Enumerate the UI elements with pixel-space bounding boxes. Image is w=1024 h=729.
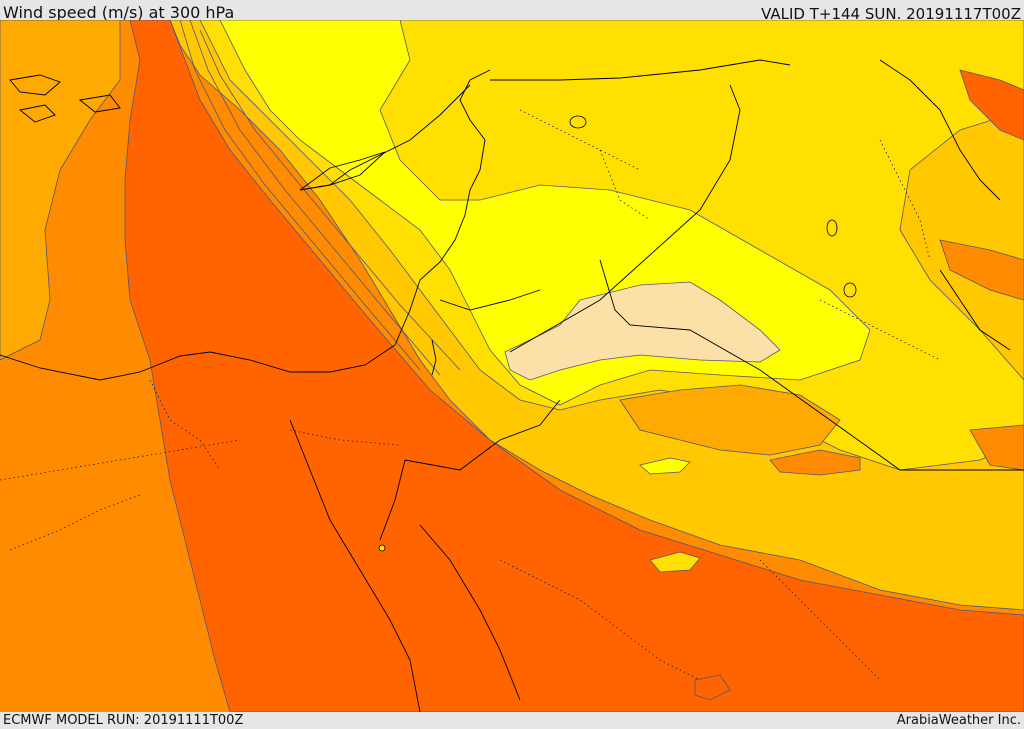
map-title: Wind speed (m/s) at 300 hPa (3, 3, 235, 22)
contour-band-amber-west (0, 20, 121, 361)
country-borders (404, 59, 1024, 471)
map-area (0, 20, 1024, 712)
wind-speed-map (0, 20, 1024, 712)
model-run-label: ECMWF MODEL RUN: 20191111T00Z (3, 713, 244, 728)
contour-patch-dark-3 (939, 239, 1024, 301)
footer-bar: ECMWF MODEL RUN: 20191111T00Z ArabiaWeat… (0, 712, 1024, 729)
coastlines (0, 59, 1011, 712)
contour-patch-dark-1 (694, 674, 731, 701)
lakes (378, 115, 857, 552)
contour-band-dark-orange (124, 20, 1024, 712)
contour-patch-yellow-2 (649, 551, 701, 573)
contour-patch-orange-2 (969, 424, 1024, 471)
contour-patch-amber-1 (619, 384, 841, 456)
contour-patch-orange-1 (769, 449, 861, 476)
header-bar: Wind speed (m/s) at 300 hPa VALID T+144 … (0, 0, 1024, 23)
contour-patch-dark-2 (959, 69, 1024, 141)
contour-patch-yellow-1 (639, 457, 691, 475)
dotted-borders (0, 109, 941, 681)
valid-time: VALID T+144 SUN. 20191117T00Z (761, 5, 1021, 23)
contour-lines (179, 20, 461, 376)
credit-label: ArabiaWeather Inc. (896, 713, 1021, 728)
contour-band-core (504, 281, 781, 381)
